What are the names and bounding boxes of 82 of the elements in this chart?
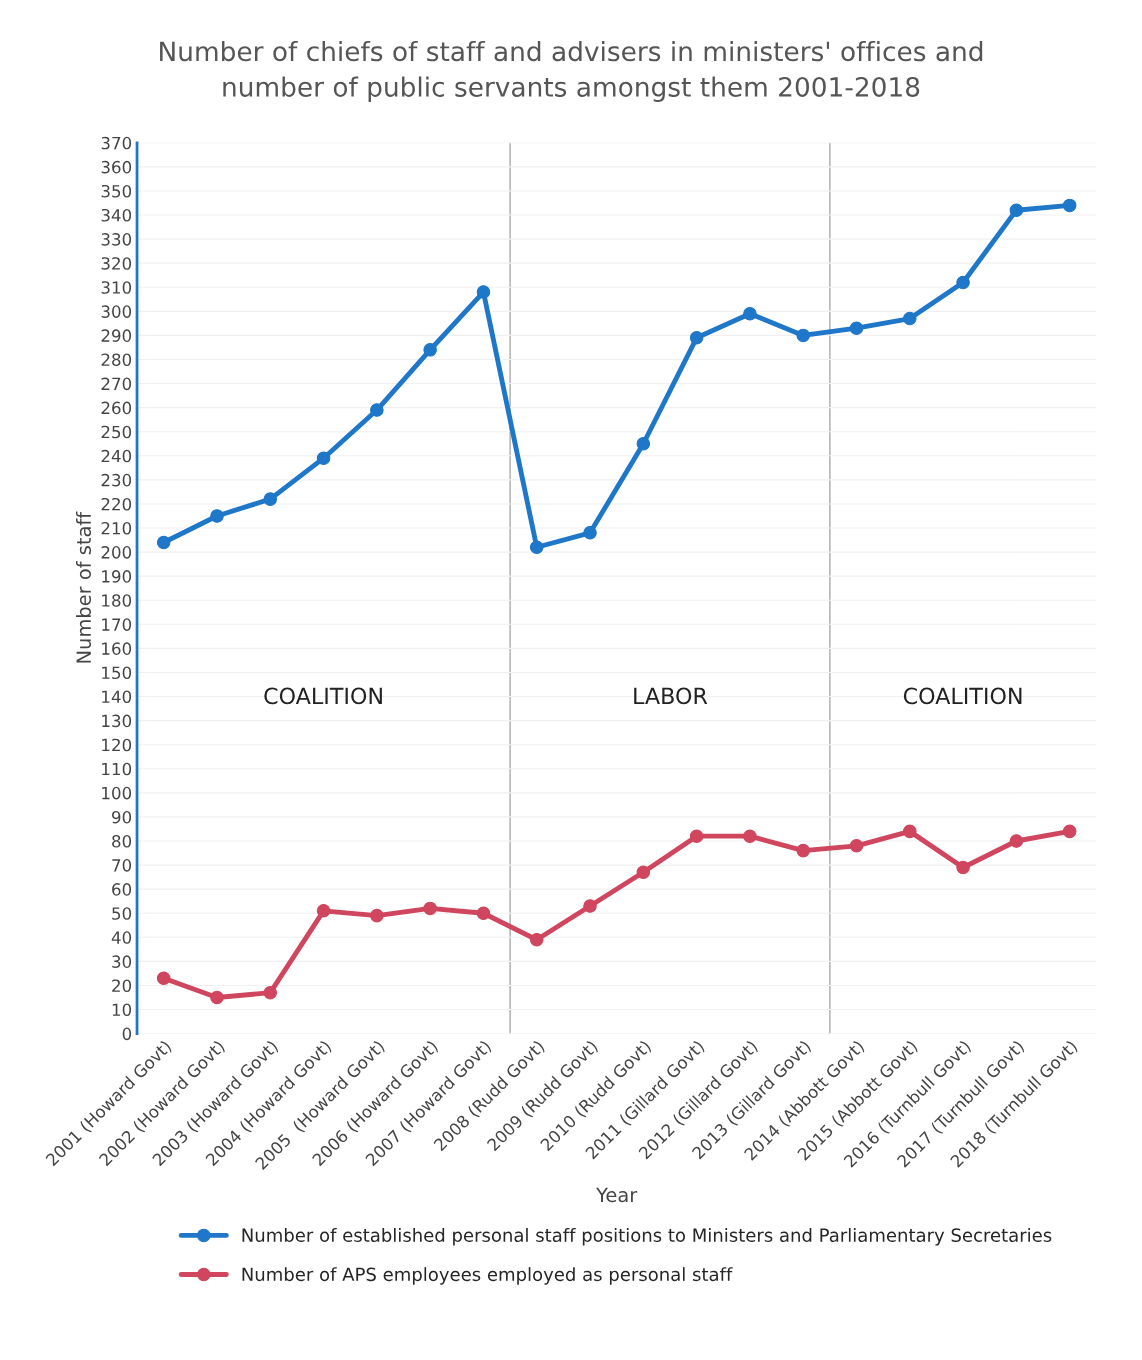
y-tick-label: 300: [101, 305, 132, 318]
point: [370, 908, 384, 923]
y-tick-label: 270: [101, 377, 132, 391]
y-tick-label: 210: [101, 521, 132, 535]
y-tick-label: 280: [101, 353, 132, 367]
y-tick-label: 80: [112, 834, 132, 848]
y-tick-label: 230: [101, 473, 132, 487]
y-tick-label: 10: [112, 1003, 132, 1017]
annotation: LABOR: [634, 687, 708, 705]
point: [743, 829, 757, 843]
point: [156, 971, 171, 985]
point: [423, 901, 437, 916]
y-tick-label: 30: [112, 955, 132, 968]
y-tick-label: 330: [101, 233, 132, 246]
y-tick-label: 20: [112, 979, 132, 993]
y-tick-label: 350: [101, 184, 132, 198]
y-tick-label: 190: [102, 570, 132, 583]
y-tick-label: 290: [101, 329, 132, 342]
y-tick-label: 340: [101, 208, 132, 222]
point: [476, 906, 491, 920]
point: [636, 865, 651, 880]
point: [956, 860, 970, 875]
point: [529, 540, 544, 555]
y-tick-label: 180: [102, 594, 132, 607]
y-tick-label: 170: [102, 618, 132, 631]
x-axis-title: Year: [596, 1187, 638, 1203]
y-tick-label: 130: [102, 714, 132, 728]
point: [903, 311, 917, 326]
y-tick-label: 250: [101, 425, 132, 439]
y-tick-label: 220: [101, 497, 132, 511]
y-tick-label: 360: [101, 160, 132, 174]
point: [210, 509, 224, 523]
point: [1062, 824, 1077, 839]
y-tick-label: 240: [101, 449, 132, 463]
legend-label: Number of APS employees employed as personal staff: [242, 1267, 733, 1285]
annotation: COALITION: [264, 687, 382, 705]
point: [370, 403, 384, 417]
point: [210, 990, 224, 1005]
y-tick-label: 110: [102, 762, 132, 776]
y-tick-label: 60: [112, 883, 132, 896]
point: [156, 535, 171, 550]
point: [583, 526, 597, 540]
annotation: COALITION: [903, 687, 1022, 705]
point: [849, 839, 864, 853]
point: [903, 824, 917, 839]
y-tick-label: 0: [122, 1027, 132, 1041]
point: [689, 331, 704, 345]
point: [743, 306, 757, 321]
point: [1062, 198, 1077, 213]
legend-label: Number of established personal staff positions to Ministers and Parliamentary Secretaries: [242, 1228, 1052, 1246]
point: [796, 843, 810, 858]
point: [316, 451, 331, 465]
y-tick-label: 320: [101, 257, 132, 270]
y-tick-label: 310: [101, 281, 132, 294]
point: [1009, 203, 1024, 217]
point: [956, 275, 970, 290]
point: [636, 436, 651, 451]
y-tick-label: 370: [101, 136, 132, 150]
y-tick-label: 40: [111, 931, 132, 944]
y-tick-label: 100: [102, 786, 132, 800]
chart-title: Number of chiefs of staff and advisers in ministers' offices and number of public servants amongst them 2001-2018: [160, 40, 983, 102]
point: [849, 321, 864, 335]
point: [263, 985, 278, 1000]
y-tick-label: 120: [102, 738, 132, 752]
point: [583, 899, 597, 913]
y-tick-label: 50: [112, 907, 132, 920]
y-tick-label: 160: [102, 642, 132, 655]
y-tick-label: 70: [112, 859, 132, 872]
point: [316, 904, 331, 918]
y-tick-label: 90: [112, 810, 132, 824]
point: [1009, 834, 1024, 848]
y-tick-label: 150: [102, 666, 132, 680]
point: [263, 492, 278, 506]
point: [423, 343, 437, 357]
point: [689, 829, 704, 843]
point: [476, 285, 491, 299]
y-tick-label: 200: [101, 546, 132, 559]
y-tick-label: 260: [101, 401, 132, 415]
point: [796, 328, 810, 343]
y-axis-title: Number of staff: [75, 511, 92, 663]
point: [529, 932, 544, 947]
y-tick-label: 140: [102, 690, 132, 704]
